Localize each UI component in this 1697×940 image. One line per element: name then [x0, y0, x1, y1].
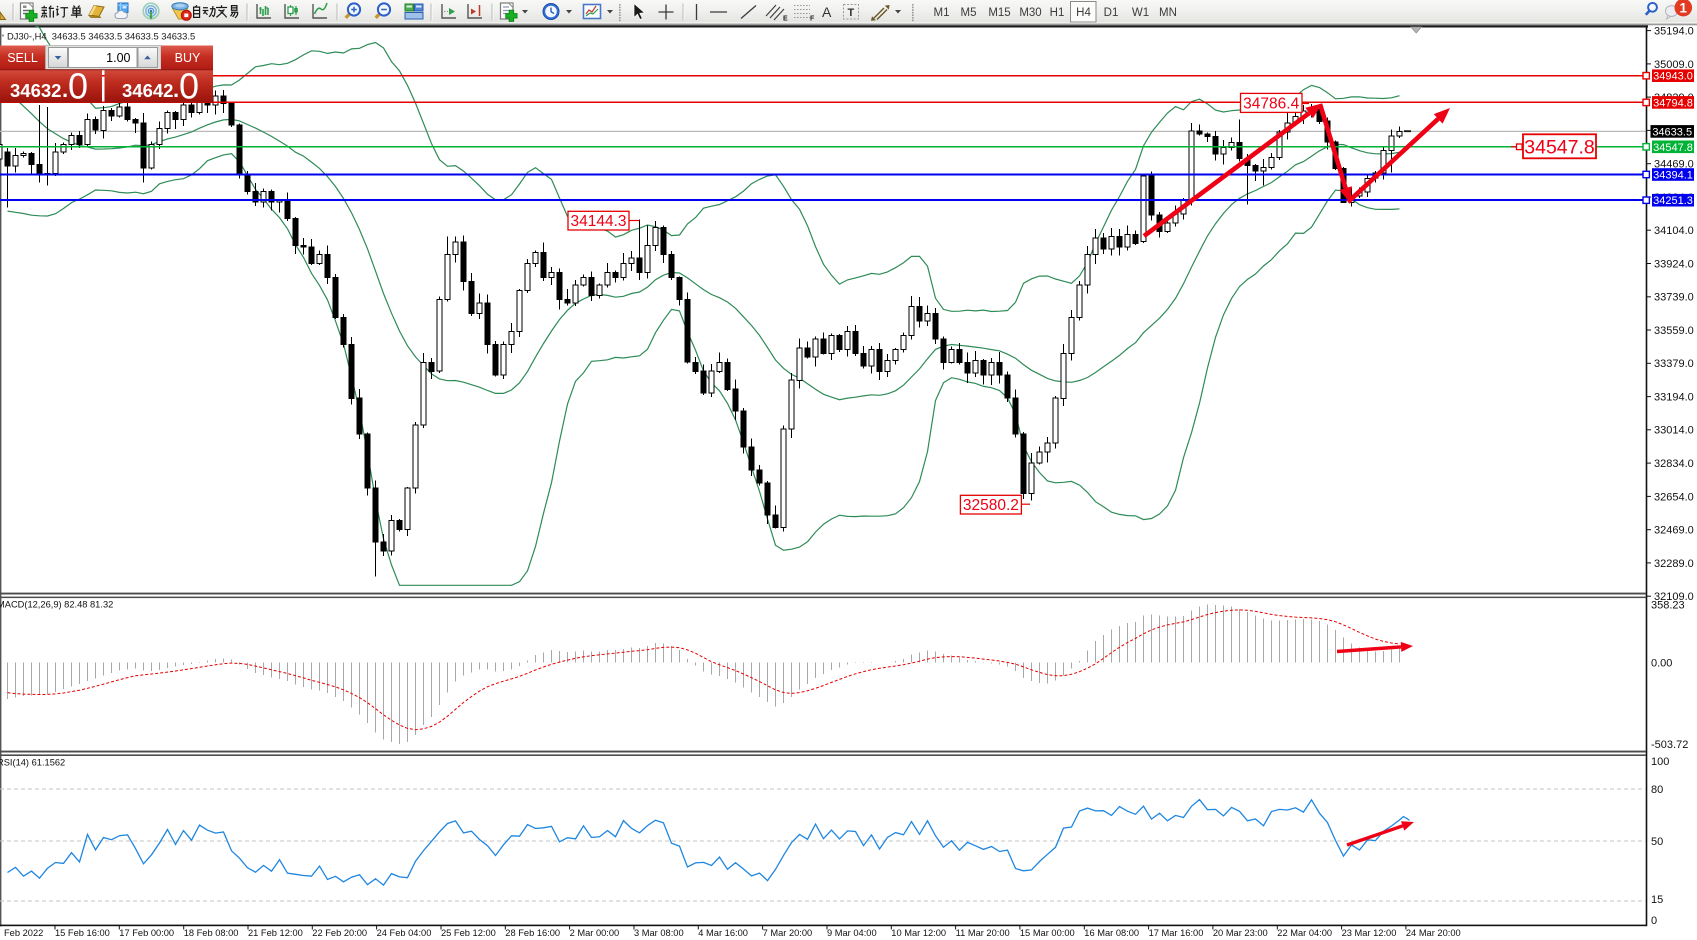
svg-text:50: 50	[1651, 836, 1663, 848]
svg-text:M30: M30	[1019, 7, 1041, 19]
svg-text:-503.72: -503.72	[1651, 739, 1688, 751]
svg-text:33194.0: 33194.0	[1654, 392, 1694, 404]
svg-text:22 Mar 04:00: 22 Mar 04:00	[1277, 928, 1332, 938]
svg-text:34633.5: 34633.5	[1652, 126, 1692, 138]
svg-text:1.00: 1.00	[106, 51, 130, 65]
svg-text:22 Feb 20:00: 22 Feb 20:00	[312, 928, 367, 938]
svg-text:15 Mar 00:00: 15 Mar 00:00	[1020, 928, 1075, 938]
svg-text:1: 1	[1680, 0, 1688, 15]
svg-text:M5: M5	[961, 7, 977, 19]
svg-text:15: 15	[1651, 894, 1663, 906]
svg-text:9 Mar 04:00: 9 Mar 04:00	[827, 928, 877, 938]
svg-text:23 Mar 12:00: 23 Mar 12:00	[1342, 928, 1397, 938]
svg-text:MACD(12,26,9) 82.48 81.32: MACD(12,26,9) 82.48 81.32	[0, 600, 113, 610]
svg-text:33924.0: 33924.0	[1654, 258, 1694, 270]
svg-text:MN: MN	[1159, 7, 1177, 19]
svg-text:34642: 34642	[122, 80, 173, 101]
svg-text:80: 80	[1651, 784, 1663, 796]
svg-text:32834.0: 32834.0	[1654, 458, 1694, 470]
svg-text:24 Mar 20:00: 24 Mar 20:00	[1406, 928, 1461, 938]
svg-text:34794.8: 34794.8	[1653, 97, 1693, 109]
svg-text:H4: H4	[1076, 7, 1091, 19]
svg-text:32654.0: 32654.0	[1654, 491, 1694, 503]
svg-text:33379.0: 33379.0	[1654, 358, 1694, 370]
svg-text:34547.8: 34547.8	[1653, 142, 1693, 154]
svg-text:7 Mar 20:00: 7 Mar 20:00	[763, 928, 813, 938]
svg-text:34786.4: 34786.4	[1243, 96, 1299, 113]
svg-text:11 Mar 20:00: 11 Mar 20:00	[956, 928, 1010, 938]
svg-text:SELL: SELL	[7, 51, 38, 65]
svg-text:34104.0: 34104.0	[1654, 225, 1694, 237]
svg-text:0: 0	[68, 66, 88, 107]
svg-text:34251.3: 34251.3	[1653, 195, 1693, 207]
svg-text:10 Mar 12:00: 10 Mar 12:00	[891, 928, 946, 938]
svg-text:16 Mar 08:00: 16 Mar 08:00	[1084, 928, 1139, 938]
svg-text:0: 0	[1651, 915, 1657, 927]
svg-text:DJ30-,H4 34633.5 34633.5 3463: DJ30-,H4 34633.5 34633.5 34633.5 34633.5	[7, 31, 195, 42]
svg-text:.: .	[62, 77, 68, 102]
svg-text:D1: D1	[1104, 7, 1119, 19]
svg-text:18 Feb 08:00: 18 Feb 08:00	[184, 928, 239, 938]
svg-text:34632: 34632	[10, 80, 61, 101]
svg-text:4 Mar 16:00: 4 Mar 16:00	[698, 928, 748, 938]
svg-text:34394.1: 34394.1	[1653, 170, 1693, 182]
svg-text:W1: W1	[1132, 7, 1149, 19]
svg-text:M1: M1	[934, 7, 950, 19]
svg-text:A: A	[822, 4, 832, 20]
svg-text:2 Mar 00:00: 2 Mar 00:00	[570, 928, 620, 938]
svg-text:BUY: BUY	[175, 51, 201, 65]
svg-text:Feb 2022: Feb 2022	[4, 928, 43, 938]
svg-text:0.00: 0.00	[1651, 658, 1672, 670]
svg-text:34547.8: 34547.8	[1524, 136, 1595, 158]
svg-text:32109.0: 32109.0	[1654, 591, 1694, 603]
svg-text:33014.0: 33014.0	[1654, 425, 1694, 437]
svg-text:RSI(14) 61.1562: RSI(14) 61.1562	[0, 758, 65, 768]
svg-text:25 Feb 12:00: 25 Feb 12:00	[441, 928, 496, 938]
svg-text:0: 0	[179, 66, 199, 107]
svg-text:15 Feb 16:00: 15 Feb 16:00	[55, 928, 110, 938]
svg-text:20 Mar 23:00: 20 Mar 23:00	[1213, 928, 1268, 938]
svg-text:17 Feb 00:00: 17 Feb 00:00	[119, 928, 174, 938]
svg-text:33739.0: 33739.0	[1654, 292, 1694, 304]
svg-text:34469.0: 34469.0	[1654, 159, 1694, 171]
svg-text:.: .	[173, 77, 179, 102]
svg-text:17 Mar 16:00: 17 Mar 16:00	[1149, 928, 1204, 938]
svg-text:3 Mar 08:00: 3 Mar 08:00	[634, 928, 684, 938]
svg-text:100: 100	[1651, 756, 1669, 768]
svg-text:T: T	[848, 7, 855, 19]
svg-text:21 Feb 12:00: 21 Feb 12:00	[248, 928, 303, 938]
svg-text:32580.2: 32580.2	[963, 497, 1019, 514]
svg-text:35009.0: 35009.0	[1654, 59, 1694, 71]
svg-text:H1: H1	[1050, 7, 1065, 19]
svg-text:32289.0: 32289.0	[1654, 558, 1694, 570]
svg-text:33559.0: 33559.0	[1654, 325, 1694, 337]
svg-text:358.23: 358.23	[1651, 600, 1685, 612]
svg-text:24 Feb 04:00: 24 Feb 04:00	[377, 928, 432, 938]
svg-text:F: F	[810, 16, 815, 23]
svg-text:34144.3: 34144.3	[570, 213, 626, 230]
svg-text:28 Feb 16:00: 28 Feb 16:00	[505, 928, 560, 938]
svg-text:32469.0: 32469.0	[1654, 525, 1694, 537]
svg-text:M15: M15	[988, 7, 1010, 19]
svg-text:34943.0: 34943.0	[1653, 71, 1693, 83]
svg-text:E: E	[783, 16, 788, 23]
svg-text:35194.0: 35194.0	[1654, 26, 1694, 38]
